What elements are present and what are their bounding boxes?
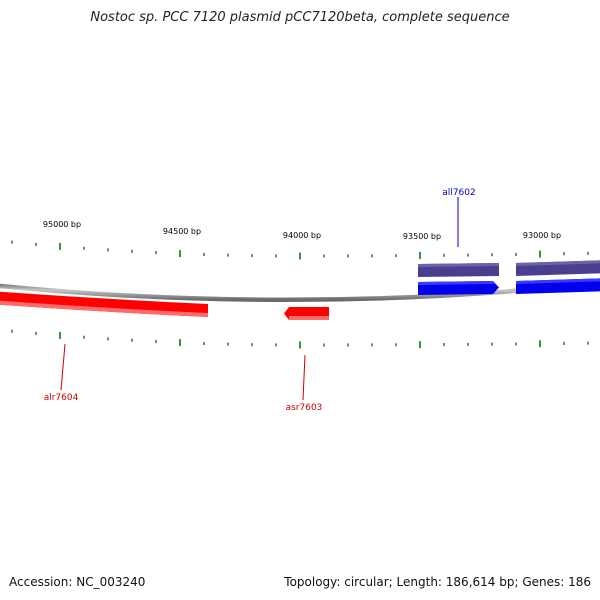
gene-all7602[interactable]	[418, 263, 499, 295]
ruler-label: 95000 bp	[43, 220, 81, 229]
gene-all7602-highlight	[418, 263, 499, 267]
inner-tick-row	[11, 329, 589, 349]
gene-label-asr7603[interactable]: asr7603	[286, 403, 323, 413]
gene-label-all7602[interactable]: all7602	[442, 188, 475, 198]
ruler-label: 93000 bp	[523, 231, 561, 240]
outer-tick-row	[11, 240, 589, 260]
gene-right-edge[interactable]	[516, 260, 600, 294]
gene-asr7603[interactable]	[284, 307, 329, 320]
page-title: Nostoc sp. PCC 7120 plasmid pCC7120beta,…	[90, 10, 510, 25]
ruler-label: 94000 bp	[283, 231, 321, 240]
ruler-label: 93500 bp	[403, 232, 441, 241]
callout-line-alr7604	[60, 343, 66, 391]
gene-label-alr7604[interactable]: alr7604	[44, 393, 79, 403]
accession-text: Accession: NC_003240	[9, 575, 146, 589]
sequence-summary: Topology: circular; Length: 186,614 bp; …	[284, 575, 591, 589]
callout-line-asr7603	[302, 354, 306, 401]
ruler-label: 94500 bp	[163, 227, 201, 236]
plasmid-backbone	[0, 280, 600, 303]
gene-alr7604[interactable]	[0, 291, 208, 317]
